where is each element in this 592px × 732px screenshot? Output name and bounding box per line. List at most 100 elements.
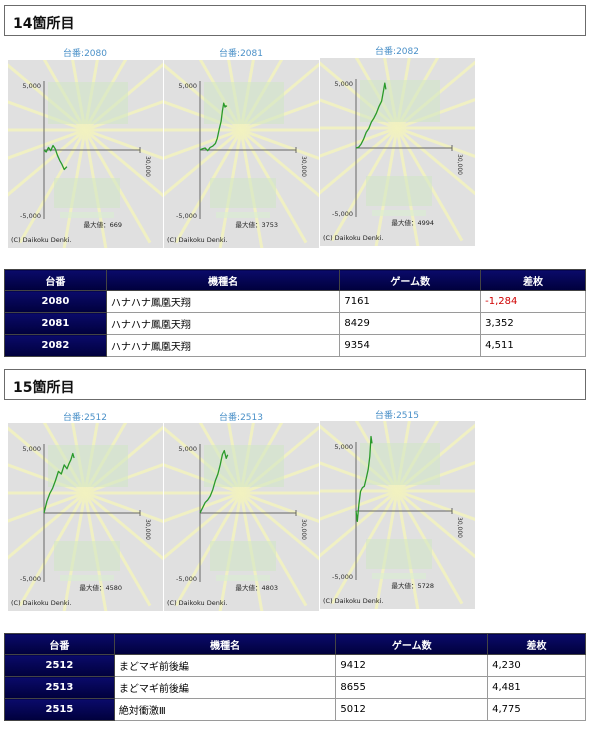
unit-cell: 2512 bbox=[4, 654, 115, 677]
table-row: 2515 絶対衝激Ⅲ 5012 4,775 bbox=[4, 698, 586, 721]
data-line bbox=[199, 102, 228, 152]
graph-canvas: 5,000 -5,000 30,000 最大値：669 (C) Daikoku Denk… bbox=[8, 60, 163, 248]
games-cell: 9354 bbox=[339, 334, 482, 357]
copyright-label: (C) Daikoku Denki. bbox=[167, 599, 228, 607]
diff-cell: 4,775 bbox=[487, 698, 586, 721]
diff-cell: 4,481 bbox=[487, 676, 586, 699]
data-line bbox=[43, 144, 68, 171]
diff-cell: -1,284 bbox=[480, 290, 586, 313]
data-table: 台番 機種名 ゲーム数 差枚 2080 ハナハナ鳳凰天翔 7161 -1,284… bbox=[4, 269, 586, 357]
data-line bbox=[199, 449, 229, 514]
unit-cell: 2081 bbox=[4, 312, 107, 335]
copyright-label: (C) Daikoku Denki. bbox=[11, 236, 72, 244]
name-cell: まどマギ前後編 bbox=[113, 654, 337, 677]
col-header-name: 機種名 bbox=[105, 269, 341, 291]
name-cell: まどマギ前後編 bbox=[113, 676, 337, 699]
table-row: 2080 ハナハナ鳳凰天翔 7161 -1,284 bbox=[4, 290, 586, 313]
graph-canvas: 5,000 -5,000 30,000 最大値：4580 (C) Daikoku Den… bbox=[8, 423, 163, 611]
chart-caption: 台番:2513 bbox=[219, 413, 263, 423]
name-cell: 絶対衝激Ⅲ bbox=[113, 698, 337, 721]
max-value-label: 最大値：5728 bbox=[391, 581, 434, 590]
name-cell: ハナハナ鳳凰天翔 bbox=[105, 290, 341, 313]
games-cell: 8655 bbox=[335, 676, 489, 699]
name-cell: ハナハナ鳳凰天翔 bbox=[105, 312, 341, 335]
max-value-label: 最大値：4994 bbox=[391, 218, 434, 227]
y-tick-label: 5,000 bbox=[334, 443, 353, 451]
chart-caption: 台番:2081 bbox=[219, 49, 263, 59]
chart-caption: 台番:2515 bbox=[375, 411, 419, 421]
unit-cell: 2080 bbox=[4, 290, 107, 313]
unit-cell: 2082 bbox=[4, 334, 107, 357]
slump-graph: 5,000 -5,000 30,000 最大値：4994 (C) Daikoku Den… bbox=[320, 58, 475, 246]
graph-canvas: 5,000 -5,000 30,000 最大値：4994 (C) Daikoku Den… bbox=[320, 58, 475, 246]
col-header-unit: 台番 bbox=[4, 633, 115, 655]
y-tick-label: 5,000 bbox=[178, 445, 197, 453]
copyright-label: (C) Daikoku Denki. bbox=[11, 599, 72, 607]
col-header-diff: 差枚 bbox=[487, 633, 586, 655]
chart-caption: 台番:2080 bbox=[63, 49, 107, 59]
y-tick-label: 5,000 bbox=[334, 80, 353, 88]
table-row: 2513 まどマギ前後編 8655 4,481 bbox=[4, 676, 586, 699]
slump-graph: 5,000 -5,000 30,000 最大値：4580 (C) Daikoku Den… bbox=[8, 423, 163, 611]
max-value-label: 最大値：3753 bbox=[235, 220, 278, 229]
x-tick-label: 30,000 bbox=[456, 154, 463, 175]
graph-canvas: 5,000 -5,000 30,000 最大値：4803 (C) Daikoku Den… bbox=[164, 423, 319, 611]
table-row: 2082 ハナハナ鳳凰天翔 9354 4,511 bbox=[4, 334, 586, 357]
slump-graph: 5,000 -5,000 30,000 最大値：3753 (C) Daikoku Den… bbox=[164, 60, 319, 248]
y-tick-label: -5,000 bbox=[20, 575, 41, 583]
y-tick-label: -5,000 bbox=[176, 212, 197, 220]
slump-graph: 5,000 -5,000 30,000 最大値：4803 (C) Daikoku Den… bbox=[164, 423, 319, 611]
graph-canvas: 5,000 -5,000 30,000 最大値：5728 (C) Daikoku Den… bbox=[320, 421, 475, 609]
max-value-label: 最大値：4580 bbox=[79, 583, 122, 592]
data-line bbox=[43, 452, 75, 514]
unit-cell: 2513 bbox=[4, 676, 115, 699]
col-header-games: ゲーム数 bbox=[335, 633, 489, 655]
y-tick-label: -5,000 bbox=[332, 573, 353, 581]
games-cell: 7161 bbox=[339, 290, 482, 313]
slump-graph: 5,000 -5,000 30,000 最大値：5728 (C) Daikoku Den… bbox=[320, 421, 475, 609]
slump-graph: 5,000 -5,000 30,000 最大値：669 (C) Daikoku Denk… bbox=[8, 60, 163, 248]
diff-cell: 4,230 bbox=[487, 654, 586, 677]
graph-background bbox=[164, 423, 319, 611]
graph-background bbox=[320, 421, 475, 609]
y-tick-label: 5,000 bbox=[22, 82, 41, 90]
chart-caption: 台番:2512 bbox=[63, 413, 107, 423]
x-tick-label: 30,000 bbox=[300, 156, 307, 177]
y-tick-label: -5,000 bbox=[176, 575, 197, 583]
col-header-diff: 差枚 bbox=[480, 269, 586, 291]
games-cell: 9412 bbox=[335, 654, 489, 677]
diff-cell: 3,352 bbox=[480, 312, 586, 335]
max-value-label: 最大値：669 bbox=[84, 220, 122, 229]
y-tick-label: -5,000 bbox=[20, 212, 41, 220]
name-cell: ハナハナ鳳凰天翔 bbox=[105, 334, 341, 357]
unit-cell: 2515 bbox=[4, 698, 115, 721]
section-title: 14箇所目 bbox=[4, 5, 586, 36]
table-row: 2081 ハナハナ鳳凰天翔 8429 3,352 bbox=[4, 312, 586, 335]
col-header-name: 機種名 bbox=[113, 633, 337, 655]
copyright-label: (C) Daikoku Denki. bbox=[167, 236, 228, 244]
graph-background bbox=[8, 423, 163, 611]
table-row: 2512 まどマギ前後編 9412 4,230 bbox=[4, 654, 586, 677]
x-tick-label: 30,000 bbox=[300, 519, 307, 540]
data-table: 台番 機種名 ゲーム数 差枚 2512 まどマギ前後編 9412 4,230 2… bbox=[4, 633, 586, 721]
games-cell: 5012 bbox=[335, 698, 489, 721]
copyright-label: (C) Daikoku Denki. bbox=[323, 234, 384, 242]
games-cell: 8429 bbox=[339, 312, 482, 335]
graph-background bbox=[8, 60, 163, 248]
x-tick-label: 30,000 bbox=[144, 519, 151, 540]
data-line bbox=[355, 435, 373, 523]
copyright-label: (C) Daikoku Denki. bbox=[323, 597, 384, 605]
data-line bbox=[355, 82, 387, 149]
graph-background bbox=[320, 58, 475, 246]
y-tick-label: 5,000 bbox=[178, 82, 197, 90]
x-tick-label: 30,000 bbox=[456, 517, 463, 538]
chart-caption: 台番:2082 bbox=[375, 47, 419, 57]
y-tick-label: 5,000 bbox=[22, 445, 41, 453]
graph-background bbox=[164, 60, 319, 248]
col-header-unit: 台番 bbox=[4, 269, 107, 291]
max-value-label: 最大値：4803 bbox=[235, 583, 278, 592]
diff-cell: 4,511 bbox=[480, 334, 586, 357]
y-tick-label: -5,000 bbox=[332, 210, 353, 218]
x-tick-label: 30,000 bbox=[144, 156, 151, 177]
section-title: 15箇所目 bbox=[4, 369, 586, 400]
